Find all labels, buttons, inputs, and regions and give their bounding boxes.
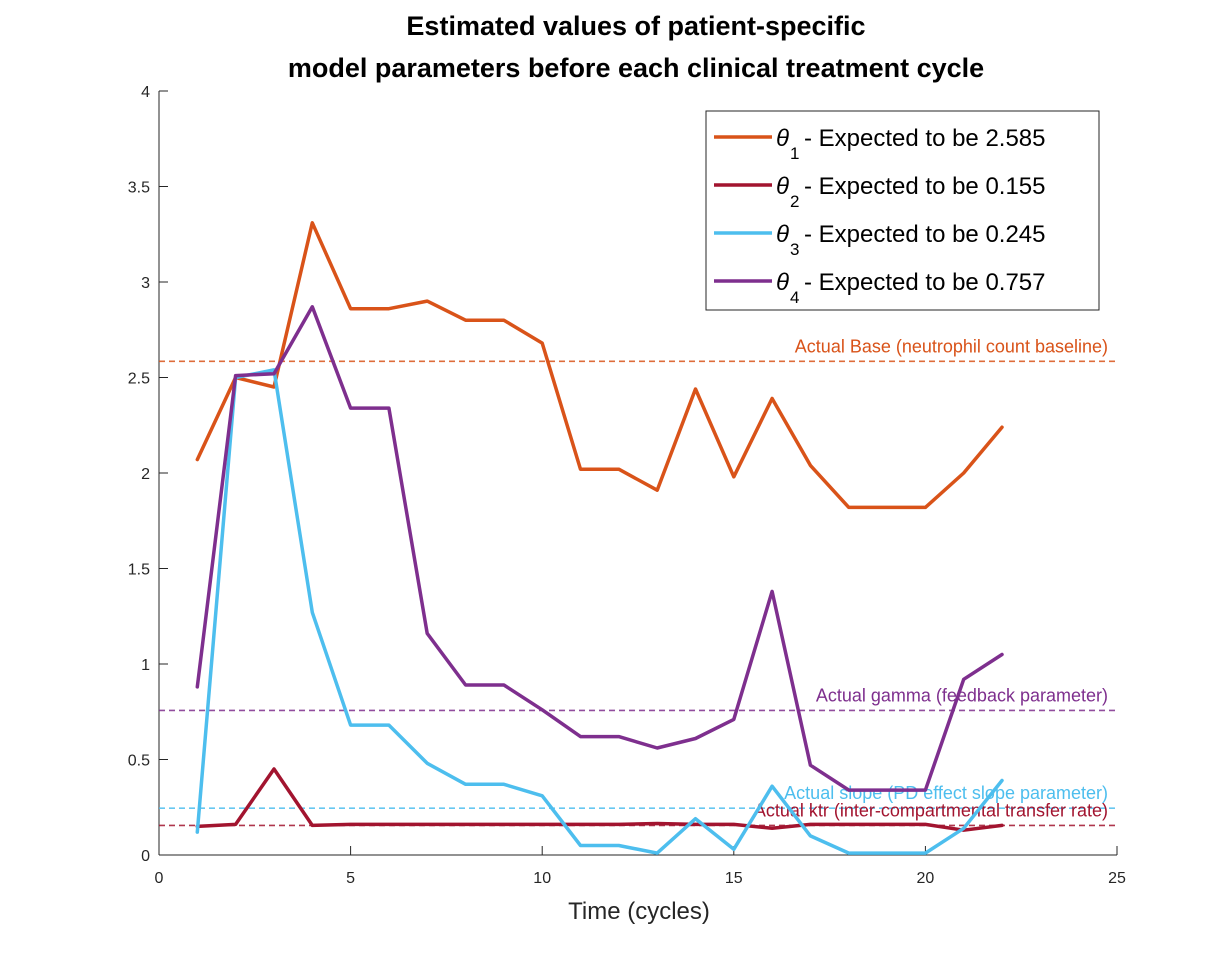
y-tick-label: 3 [141, 275, 150, 292]
legend-symbol: θ [776, 221, 789, 248]
legend-symbol: θ [776, 269, 789, 296]
reference-lines: Actual Base (neutrophil count baseline) A… [159, 336, 1117, 827]
reference-line-label: Actual gamma (feedback parameter) [816, 685, 1108, 705]
reference-line-label: Actual slope (PD effect slope parameter) [784, 783, 1108, 803]
x-axis-label: Time (cycles) [568, 898, 710, 925]
legend-label: - Expected to be 2.585 [804, 125, 1046, 152]
x-tick-label: 15 [725, 870, 743, 887]
legend-label: - Expected to be 0.757 [804, 269, 1046, 296]
x-tick-label: 0 [155, 870, 164, 887]
legend-subscript: 4 [790, 288, 799, 307]
legend-box [705, 110, 1100, 311]
series-line-theta1 [195, 221, 1004, 510]
x-tick-label: 10 [533, 870, 551, 887]
y-tick-label: 3.5 [128, 180, 150, 197]
reference-line-label: Actual ktr (inter-compartmental transfer… [754, 800, 1108, 820]
y-tick-label: 2 [141, 466, 150, 483]
legend-label: - Expected to be 0.155 [804, 173, 1046, 200]
series-line-theta3 [195, 368, 1004, 855]
legend-subscript: 3 [790, 240, 799, 259]
reference-line-label: Actual Base (neutrophil count baseline) [795, 336, 1108, 356]
series-lines [195, 221, 1004, 855]
legend-subscript: 1 [790, 144, 799, 163]
x-tick-label: 25 [1108, 870, 1126, 887]
axes: 0 5 10 15 20 25 0 0.5 1 1.5 2 2.5 3 3.5 4 [128, 84, 1126, 887]
series-line-theta2 [195, 767, 1004, 832]
legend-subscript: 2 [790, 192, 799, 211]
series-line-theta4 [195, 305, 1004, 792]
chart-title-line-2: model parameters before each clinical tr… [288, 53, 984, 83]
legend-symbol: θ [776, 125, 789, 152]
legend-symbol: θ [776, 173, 789, 200]
y-tick-label: 1 [141, 657, 150, 674]
x-tick-label: 20 [917, 870, 935, 887]
y-tick-label: 4 [141, 84, 150, 101]
y-tick-label: 0 [141, 848, 150, 865]
y-tick-label: 0.5 [128, 753, 150, 770]
x-tick-label: 5 [346, 870, 355, 887]
legend-label: - Expected to be 0.245 [804, 221, 1046, 248]
y-tick-label: 1.5 [128, 562, 150, 579]
y-tick-label: 2.5 [128, 371, 150, 388]
chart-title-line-1: Estimated values of patient-specific [406, 11, 865, 41]
